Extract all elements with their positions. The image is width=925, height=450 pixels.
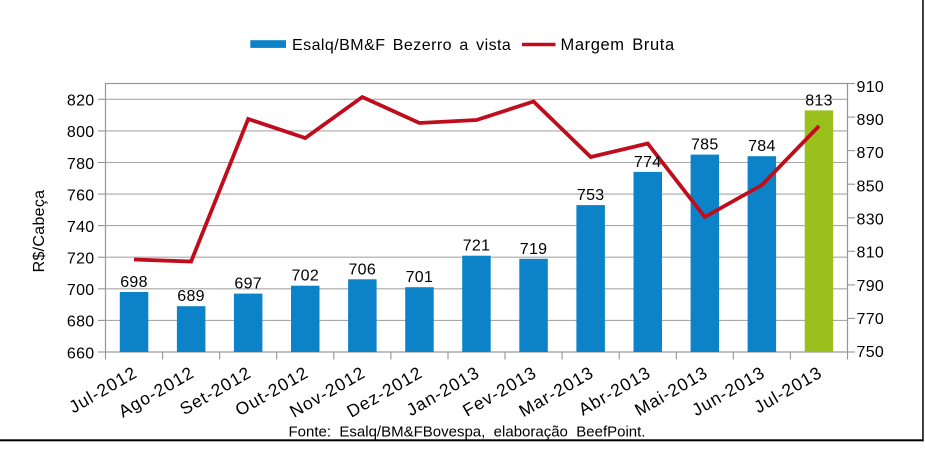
svg-text:910: 910	[857, 79, 885, 96]
svg-text:Esalq/BM&F Bezerro a vista: Esalq/BM&F Bezerro a vista	[292, 37, 511, 54]
svg-text:702: 702	[291, 268, 319, 285]
svg-text:698: 698	[120, 274, 148, 291]
svg-text:890: 890	[857, 112, 885, 129]
svg-text:784: 784	[748, 138, 776, 155]
svg-text:700: 700	[67, 282, 95, 299]
svg-text:810: 810	[857, 245, 885, 262]
svg-text:753: 753	[577, 187, 605, 204]
svg-text:774: 774	[634, 154, 662, 171]
svg-text:689: 689	[177, 288, 205, 305]
svg-text:770: 770	[857, 311, 885, 328]
svg-text:706: 706	[348, 261, 376, 278]
svg-text:813: 813	[805, 92, 833, 109]
svg-text:Fonte: Esalq/BM&FBovespa, elab: Fonte: Esalq/BM&FBovespa, elaboração Bee…	[289, 424, 646, 441]
svg-text:719: 719	[520, 241, 548, 258]
svg-text:780: 780	[67, 156, 95, 173]
svg-text:830: 830	[857, 212, 885, 229]
svg-text:740: 740	[67, 219, 95, 236]
svg-text:760: 760	[67, 187, 95, 204]
svg-text:Margem Bruta: Margem Bruta	[561, 36, 675, 54]
svg-text:790: 790	[857, 278, 885, 295]
svg-text:870: 870	[857, 145, 885, 162]
svg-text:697: 697	[234, 276, 262, 293]
svg-text:785: 785	[691, 137, 719, 154]
svg-text:660: 660	[67, 345, 95, 362]
svg-text:701: 701	[406, 269, 434, 286]
svg-text:750: 750	[857, 344, 885, 361]
svg-text:720: 720	[67, 251, 95, 268]
svg-text:721: 721	[463, 238, 491, 255]
svg-text:680: 680	[67, 314, 95, 331]
svg-text:820: 820	[67, 93, 95, 110]
svg-text:800: 800	[67, 124, 95, 141]
svg-text:R$/Cabeça: R$/Cabeça	[31, 190, 48, 273]
svg-text:850: 850	[857, 178, 885, 195]
